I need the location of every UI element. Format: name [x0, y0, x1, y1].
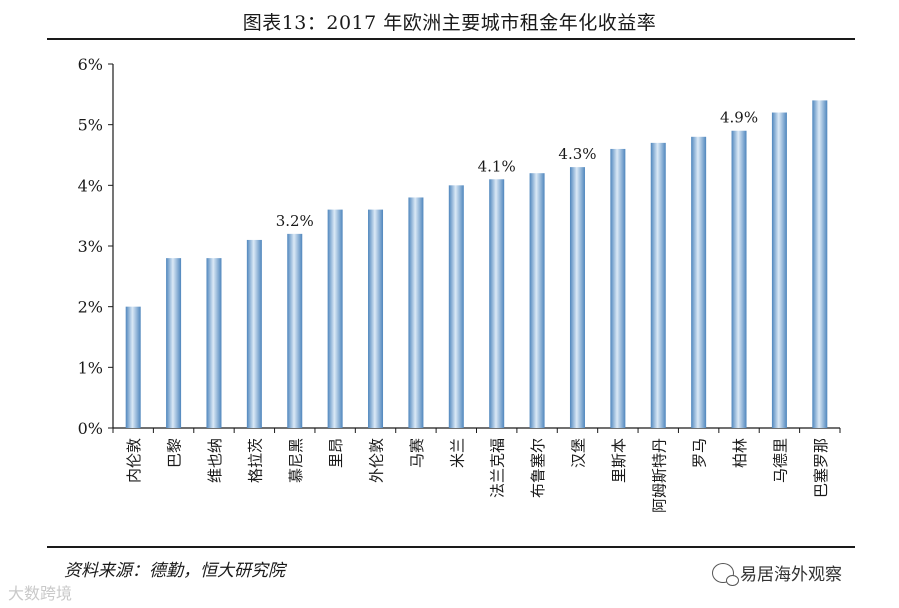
bar [812, 100, 828, 429]
bar [448, 185, 464, 428]
x-tick-label: 内伦敦 [125, 438, 143, 483]
chart-title: 图表13：2017 年欧洲主要城市租金年化收益率 [242, 12, 657, 34]
x-tick-label: 罗马 [691, 438, 709, 468]
y-tick-label: 6% [78, 55, 103, 74]
x-tick-label: 马德里 [771, 438, 789, 483]
bar-chart: 0% 1% 2% 3% 4% 5% 6% 内伦敦 巴黎 维也纳 格拉茨 慕尼黑 里昂 外伦敦 马赛 米兰 法兰… [78, 55, 841, 513]
bar [206, 258, 222, 428]
bar [650, 142, 666, 428]
x-tick-label: 阿姆斯特丹 [650, 438, 668, 513]
y-tick-label: 4% [78, 176, 103, 195]
y-tick-label: 0% [78, 419, 103, 438]
x-tick-label: 巴黎 [166, 438, 184, 468]
bar [287, 233, 303, 428]
bar [125, 306, 141, 428]
x-tick-label: 里斯本 [610, 438, 628, 483]
watermark-right-text: 易居海外观察 [740, 565, 842, 585]
watermark-left: 大数跨境 [8, 584, 73, 603]
x-tick-label: 柏林 [731, 438, 749, 468]
data-label: 4.9% [720, 109, 758, 127]
bar [731, 130, 747, 428]
bar [489, 179, 505, 428]
y-tick-label: 5% [78, 116, 103, 135]
data-label: 4.3% [558, 145, 596, 163]
x-tick-label: 米兰 [448, 438, 466, 468]
x-tick-label: 慕尼黑 [287, 438, 305, 483]
x-tick-label: 外伦敦 [368, 438, 386, 483]
y-tick-label: 2% [78, 298, 103, 317]
x-tick-label: 巴塞罗那 [812, 438, 830, 498]
x-tick-label: 里昂 [327, 438, 345, 468]
y-tick-label: 3% [78, 237, 103, 256]
x-tick-label: 法兰克福 [489, 438, 507, 498]
wechat-icon [712, 562, 739, 586]
source-note: 资料来源：德勤，恒大研究院 [64, 561, 285, 581]
bar [408, 197, 424, 428]
bar [569, 167, 585, 428]
x-tick-label: 维也纳 [206, 438, 224, 483]
bar [166, 258, 182, 428]
data-label: 3.2% [276, 212, 314, 230]
x-tick-label: 马赛 [408, 438, 426, 468]
x-tick-label: 汉堡 [569, 438, 587, 468]
top-rule [47, 38, 855, 40]
bar [610, 148, 626, 428]
y-tick-label: 1% [78, 358, 103, 377]
x-tick-label: 布鲁塞尔 [529, 438, 547, 498]
bar [529, 173, 545, 428]
bar [771, 112, 787, 429]
bar [368, 209, 384, 428]
bar [327, 209, 343, 428]
watermark-right: 易居海外观察 [712, 560, 842, 586]
data-label: 4.1% [478, 157, 516, 175]
bar [246, 239, 262, 428]
x-tick-label: 格拉茨 [246, 438, 264, 483]
bar [691, 136, 707, 429]
bottom-rule [47, 546, 855, 548]
